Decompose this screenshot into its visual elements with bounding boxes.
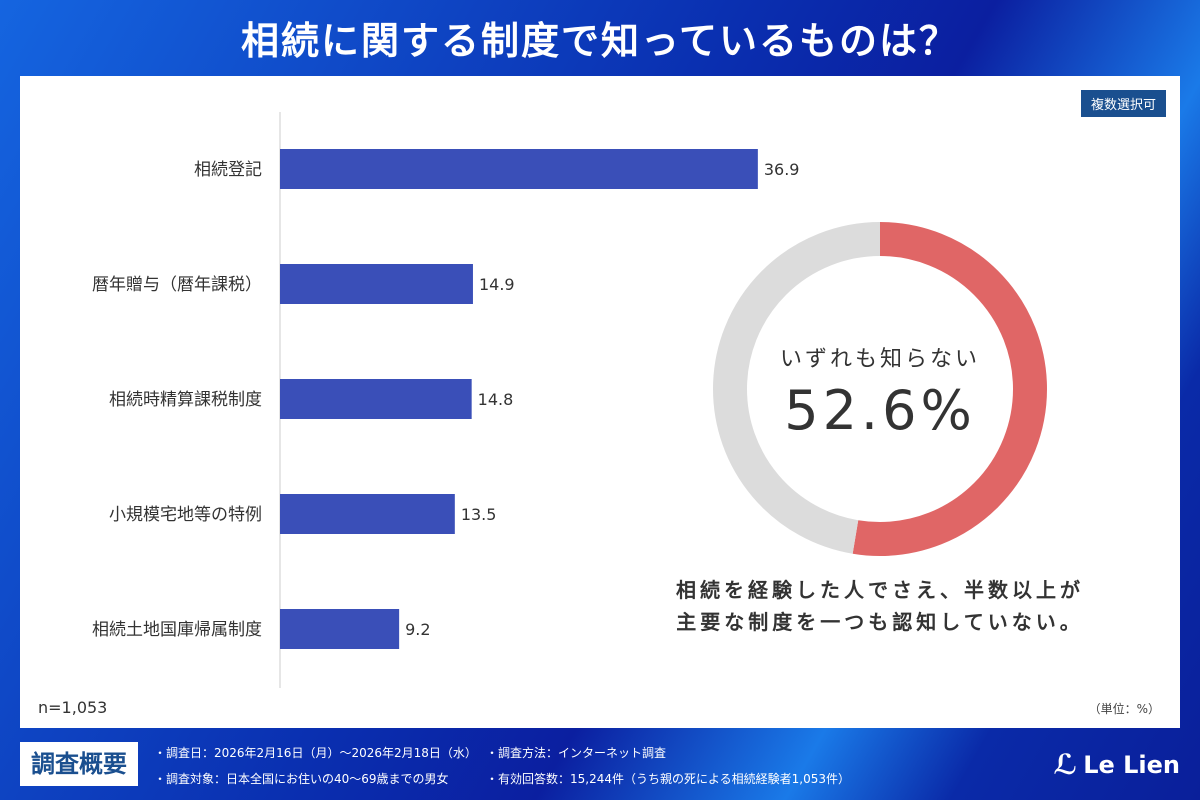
category-label: 小規模宅地等の特例 <box>109 505 262 525</box>
survey-date: ・調査日：2026年2月16日（月）〜2026年2月18日（水） <box>154 746 477 760</box>
data-label: 36.9 <box>764 160 800 179</box>
data-label: 13.5 <box>461 505 497 524</box>
donut-slice <box>713 222 1047 556</box>
unit-label: （単位：%） <box>1088 702 1160 716</box>
chart-panel: 複数選択可 相続登記 36.9 暦年贈与（暦年課税） 14.9 相続時精算課税制度 14.… <box>20 76 1180 728</box>
page-title: 相続に関する制度で知っているものは？ <box>240 19 960 63</box>
logo: ℒ Le Lien <box>1053 748 1180 781</box>
survey-responses: ・有効回答数：15,244件（うち親の死による相続経験者1,053件） <box>486 772 850 786</box>
logo-icon: ℒ <box>1053 748 1078 781</box>
bar <box>280 609 400 649</box>
multi-select-badge: 複数選択可 <box>1080 90 1166 117</box>
category-label: 暦年贈与（暦年課税） <box>92 275 262 295</box>
category-label: 相続登記 <box>194 160 262 180</box>
data-label: 9.2 <box>405 620 430 639</box>
sample-size: n=1,053 <box>38 698 108 717</box>
footer: 調査概要 ・調査日：2026年2月16日（月）〜2026年2月18日（水） ・調… <box>0 728 1200 800</box>
donut-center-caption: いずれも知らない <box>779 347 980 372</box>
category-label: 相続土地国庫帰属制度 <box>92 620 262 640</box>
bar <box>280 264 473 304</box>
survey-method: ・調査方法：インターネット調査 <box>486 746 667 760</box>
bar <box>280 494 455 534</box>
summary-note: 相続を経験した人でさえ、半数以上が 主要な制度を一つも認知していない。 <box>640 574 1120 638</box>
logo-text: Le Lien <box>1083 750 1180 779</box>
chart-svg: 相続登記 36.9 暦年贈与（暦年課税） 14.9 相続時精算課税制度 14.8 小規模宅地… <box>92 112 1047 688</box>
survey-target: ・調査対象：日本全国にお住いの40〜69歳までの男女 <box>154 772 449 786</box>
bar <box>280 149 758 189</box>
survey-heading: 調査概要 <box>20 742 138 786</box>
note-line: 主要な制度を一つも認知していない。 <box>676 610 1084 634</box>
donut-center-label: いずれも知らない 52.6% <box>740 341 1020 442</box>
donut-center-value: 52.6% <box>784 379 976 442</box>
category-label: 相続時精算課税制度 <box>109 390 262 410</box>
data-label: 14.8 <box>478 390 514 409</box>
bar <box>280 379 472 419</box>
data-label: 14.9 <box>479 275 515 294</box>
note-line: 相続を経験した人でさえ、半数以上が <box>676 578 1084 602</box>
